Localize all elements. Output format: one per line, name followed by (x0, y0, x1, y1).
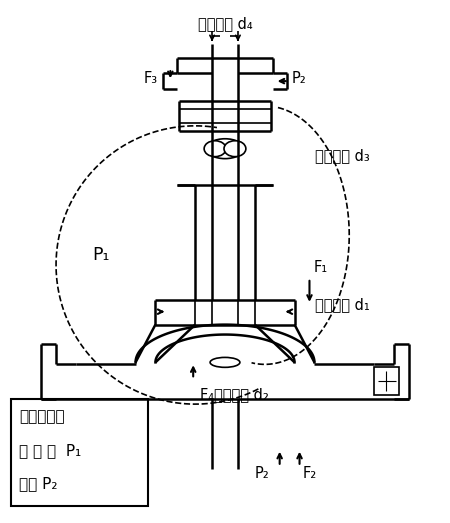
Text: 此区域蔯汽: 此区域蔯汽 (19, 410, 65, 425)
Ellipse shape (210, 357, 240, 367)
Bar (374, 367, 399, 395)
Text: F₁: F₁ (314, 260, 328, 276)
Bar (11, 399, 148, 506)
Text: P₂: P₂ (255, 466, 270, 481)
Text: 阀头直径 d₃: 阀头直径 d₃ (315, 148, 370, 163)
Text: F₂: F₂ (302, 466, 317, 481)
Text: 压 力 由  P₁: 压 力 由 P₁ (19, 444, 81, 458)
Text: P₁: P₁ (92, 246, 109, 264)
Text: F₃: F₃ (143, 71, 157, 86)
Text: 变至 P₂: 变至 P₂ (19, 476, 58, 491)
Ellipse shape (206, 139, 244, 158)
Ellipse shape (224, 141, 246, 157)
Text: P₂: P₂ (292, 71, 306, 86)
Text: F₄阀座直径 d₂: F₄阀座直径 d₂ (200, 386, 269, 402)
Text: 阀杆直径 d₄: 阀杆直径 d₄ (198, 16, 252, 31)
Text: 阀牎直径 d₁: 阀牎直径 d₁ (315, 297, 370, 312)
Ellipse shape (204, 141, 226, 157)
